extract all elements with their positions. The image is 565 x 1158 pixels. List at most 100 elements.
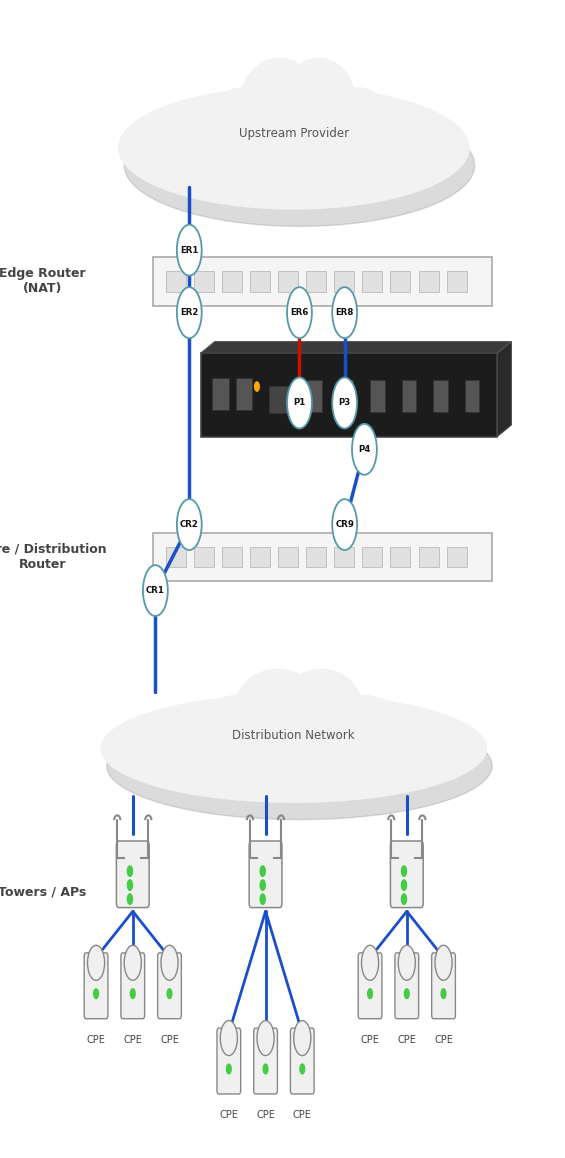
FancyBboxPatch shape <box>222 547 242 567</box>
Circle shape <box>131 989 135 998</box>
FancyBboxPatch shape <box>334 271 354 292</box>
FancyBboxPatch shape <box>153 533 492 581</box>
FancyBboxPatch shape <box>201 353 497 437</box>
Circle shape <box>88 945 105 981</box>
Polygon shape <box>497 342 511 437</box>
FancyBboxPatch shape <box>249 841 282 908</box>
Ellipse shape <box>124 104 475 226</box>
Ellipse shape <box>209 88 277 159</box>
Ellipse shape <box>330 695 399 755</box>
Text: CPE: CPE <box>86 1034 106 1045</box>
Ellipse shape <box>201 695 275 758</box>
Text: Core / Distribution
Router: Core / Distribution Router <box>0 543 107 571</box>
FancyBboxPatch shape <box>306 547 327 567</box>
Ellipse shape <box>362 733 416 782</box>
Circle shape <box>167 989 172 998</box>
Ellipse shape <box>206 713 281 776</box>
Circle shape <box>177 225 202 276</box>
FancyBboxPatch shape <box>254 1028 277 1094</box>
FancyBboxPatch shape <box>250 271 270 292</box>
FancyBboxPatch shape <box>116 841 149 908</box>
Text: CPE: CPE <box>256 1109 275 1120</box>
Ellipse shape <box>356 716 411 764</box>
Circle shape <box>127 880 132 891</box>
Ellipse shape <box>107 712 492 820</box>
FancyBboxPatch shape <box>362 271 383 292</box>
Circle shape <box>255 382 259 391</box>
Ellipse shape <box>287 687 367 760</box>
Ellipse shape <box>327 88 390 155</box>
Circle shape <box>177 287 202 338</box>
Circle shape <box>260 880 266 891</box>
Circle shape <box>294 1020 311 1056</box>
FancyBboxPatch shape <box>306 271 327 292</box>
Ellipse shape <box>332 105 395 173</box>
Ellipse shape <box>350 110 400 166</box>
Circle shape <box>127 866 132 877</box>
FancyBboxPatch shape <box>153 257 492 306</box>
Text: CPE: CPE <box>397 1034 416 1045</box>
FancyBboxPatch shape <box>432 953 455 1019</box>
FancyBboxPatch shape <box>158 953 181 1019</box>
FancyBboxPatch shape <box>212 379 229 410</box>
Text: CR1: CR1 <box>146 586 165 595</box>
Circle shape <box>368 989 372 998</box>
Text: Edge Router
(NAT): Edge Router (NAT) <box>0 267 86 295</box>
Circle shape <box>401 866 406 877</box>
Circle shape <box>257 1020 274 1056</box>
FancyBboxPatch shape <box>433 380 448 411</box>
FancyBboxPatch shape <box>307 380 322 411</box>
Circle shape <box>352 424 377 475</box>
Ellipse shape <box>215 105 282 176</box>
Circle shape <box>220 1020 237 1056</box>
FancyBboxPatch shape <box>390 841 423 908</box>
Circle shape <box>260 866 266 877</box>
Text: CR9: CR9 <box>335 520 354 529</box>
Ellipse shape <box>236 669 320 746</box>
Ellipse shape <box>282 58 355 141</box>
Text: CPE: CPE <box>123 1034 142 1045</box>
Circle shape <box>401 880 406 891</box>
Ellipse shape <box>336 713 405 772</box>
Circle shape <box>94 989 98 998</box>
Text: CR2: CR2 <box>180 520 199 529</box>
Ellipse shape <box>182 716 237 764</box>
FancyBboxPatch shape <box>250 547 270 567</box>
Circle shape <box>227 1064 231 1073</box>
Ellipse shape <box>356 127 406 183</box>
Ellipse shape <box>101 695 486 802</box>
Circle shape <box>127 894 132 904</box>
Circle shape <box>362 945 379 981</box>
Circle shape <box>441 989 446 998</box>
Circle shape <box>435 945 452 981</box>
Circle shape <box>124 945 141 981</box>
FancyBboxPatch shape <box>222 271 242 292</box>
Circle shape <box>300 1064 305 1073</box>
FancyBboxPatch shape <box>370 380 385 411</box>
FancyBboxPatch shape <box>419 271 438 292</box>
Text: ER2: ER2 <box>180 308 198 317</box>
FancyBboxPatch shape <box>194 547 214 567</box>
Ellipse shape <box>241 687 325 763</box>
Circle shape <box>263 1064 268 1073</box>
FancyBboxPatch shape <box>419 547 438 567</box>
Text: CPE: CPE <box>160 1034 179 1045</box>
Circle shape <box>405 989 409 998</box>
Ellipse shape <box>119 87 469 208</box>
Ellipse shape <box>246 75 323 162</box>
Circle shape <box>332 499 357 550</box>
Text: ER6: ER6 <box>290 308 308 317</box>
FancyBboxPatch shape <box>362 547 383 567</box>
Ellipse shape <box>198 127 247 183</box>
FancyBboxPatch shape <box>464 380 479 411</box>
FancyBboxPatch shape <box>279 547 298 567</box>
Circle shape <box>332 287 357 338</box>
Circle shape <box>143 565 168 616</box>
FancyBboxPatch shape <box>166 271 186 292</box>
FancyBboxPatch shape <box>390 271 410 292</box>
Text: Upstream Provider: Upstream Provider <box>239 126 349 140</box>
FancyBboxPatch shape <box>446 547 467 567</box>
Circle shape <box>332 378 357 428</box>
Text: CPE: CPE <box>293 1109 312 1120</box>
FancyBboxPatch shape <box>395 953 419 1019</box>
